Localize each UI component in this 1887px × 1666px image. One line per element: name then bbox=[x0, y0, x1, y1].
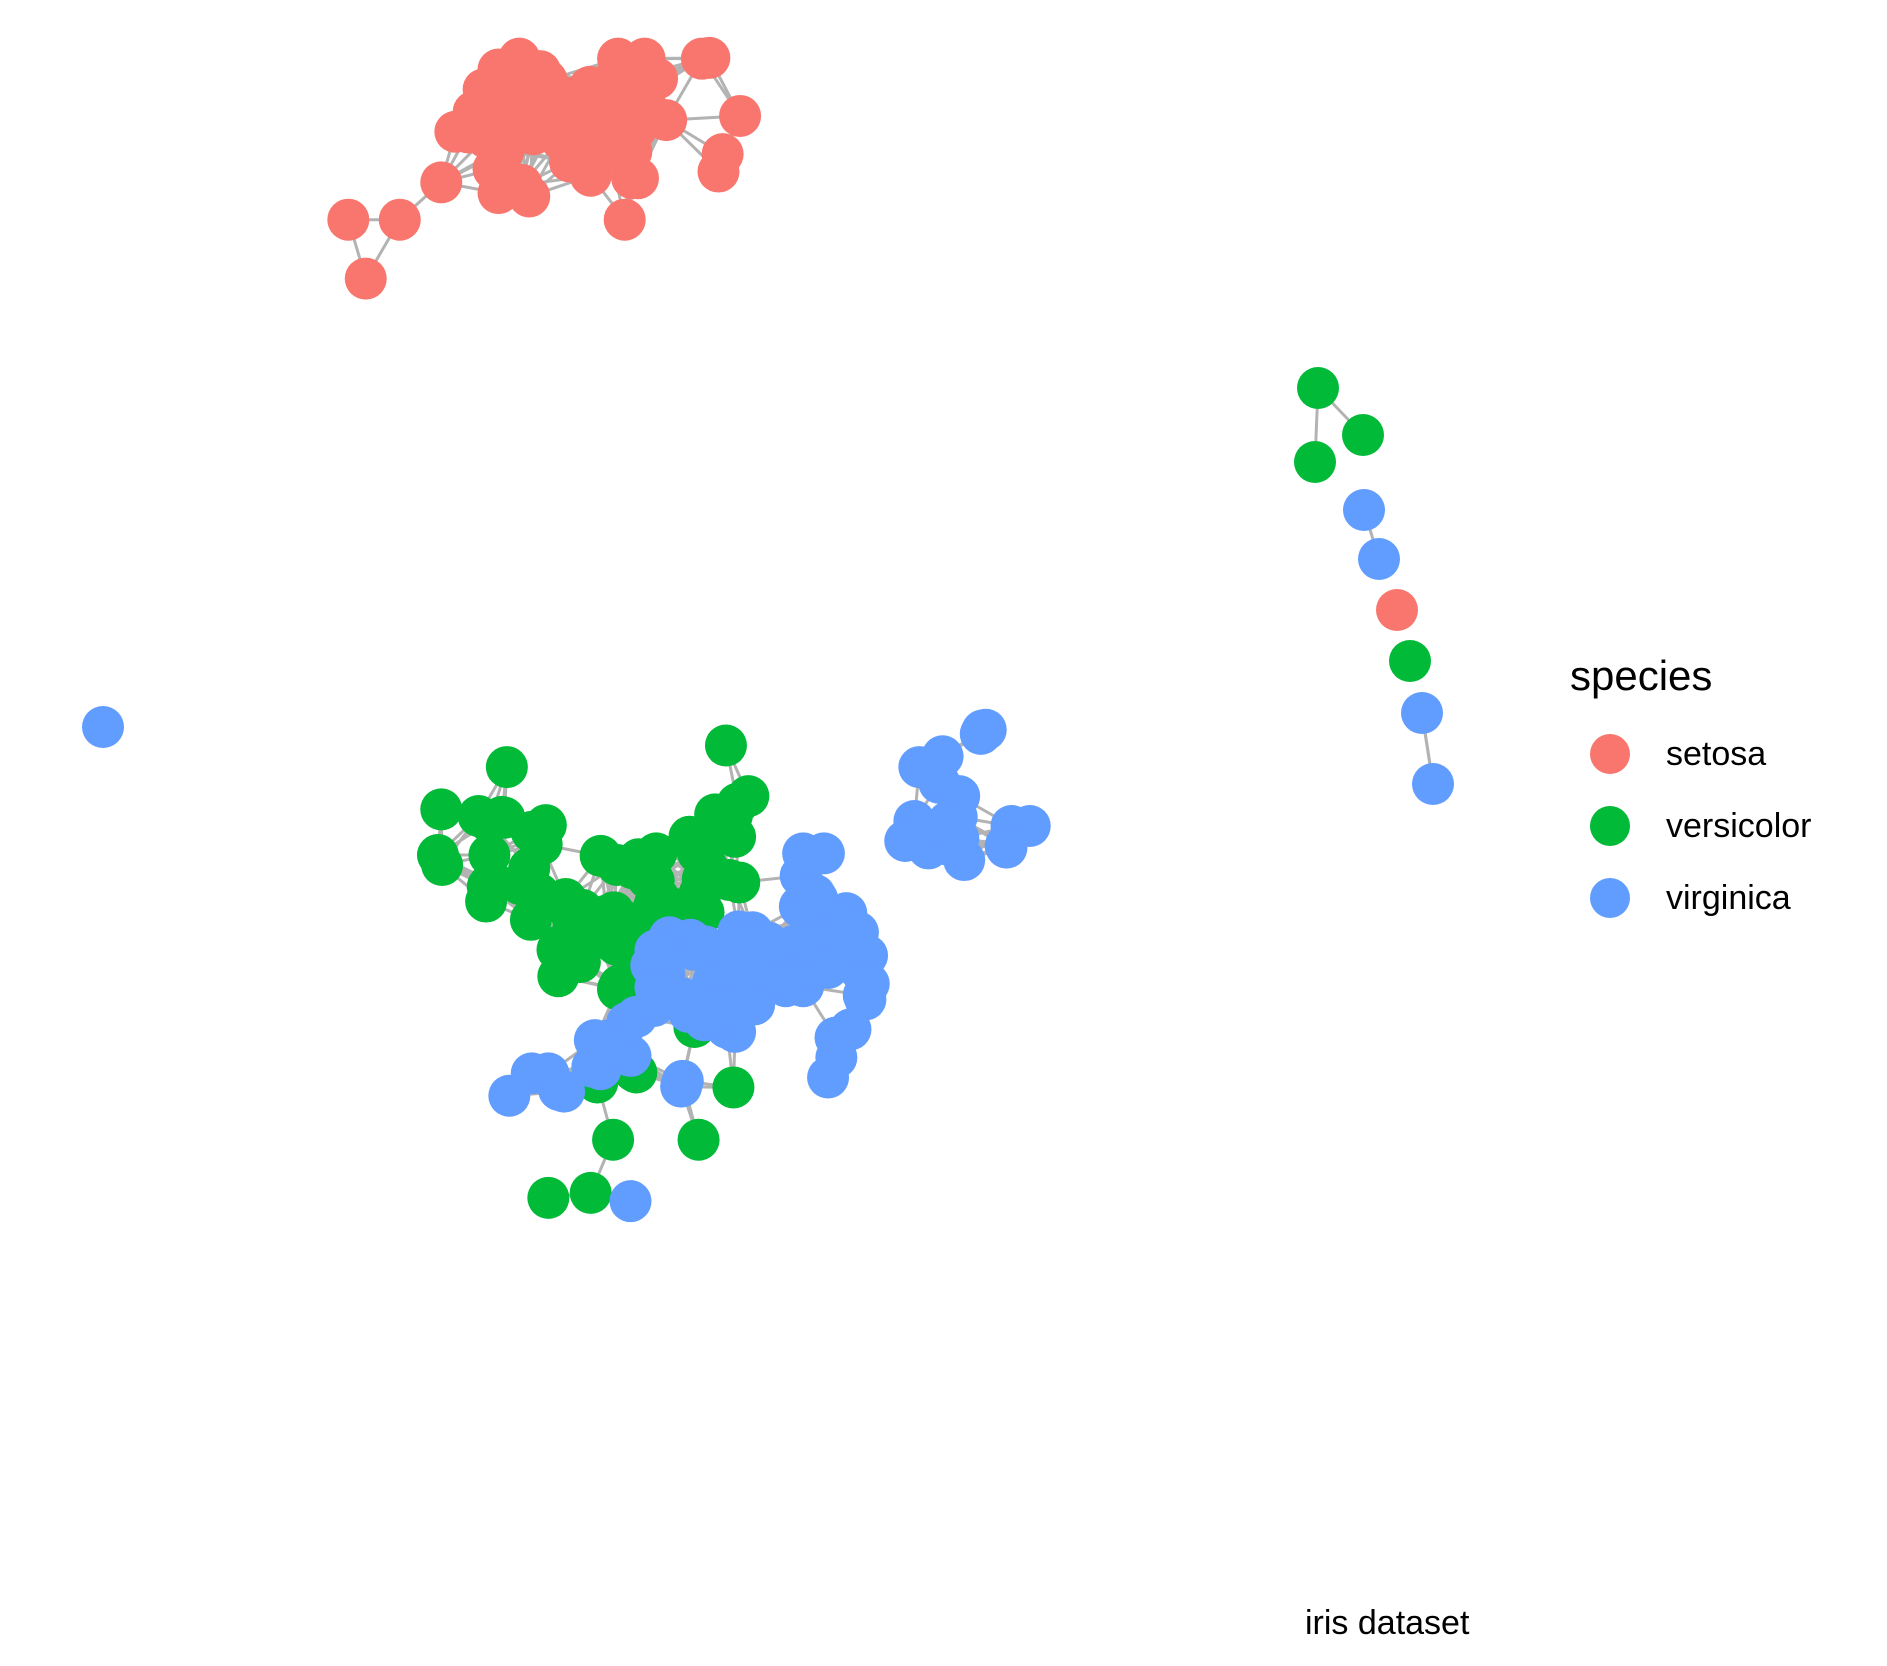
node-setosa bbox=[344, 257, 387, 300]
node-versicolor bbox=[710, 795, 753, 838]
node-virginica bbox=[807, 1056, 850, 1099]
node-versicolor bbox=[1294, 441, 1336, 483]
node-virginica bbox=[707, 985, 750, 1028]
node-versicolor bbox=[527, 1176, 570, 1219]
node-setosa bbox=[636, 57, 679, 100]
node-virginica bbox=[609, 1180, 652, 1223]
node-versicolor bbox=[712, 1066, 755, 1109]
legend-key-versicolor bbox=[1590, 806, 1630, 846]
node-versicolor bbox=[718, 861, 761, 904]
node-setosa bbox=[616, 157, 659, 200]
node-versicolor bbox=[480, 795, 523, 838]
node-versicolor bbox=[509, 898, 552, 941]
legend-title: species bbox=[1570, 652, 1713, 699]
node-versicolor bbox=[569, 1171, 612, 1214]
node-setosa bbox=[615, 107, 658, 150]
caption: iris dataset bbox=[1305, 1604, 1470, 1642]
graph-edges bbox=[346, 56, 1435, 1203]
legend-label-versicolor: versicolor bbox=[1666, 806, 1812, 845]
node-virginica bbox=[959, 712, 1002, 755]
node-versicolor bbox=[1297, 367, 1339, 409]
node-setosa bbox=[1376, 589, 1418, 631]
node-virginica bbox=[661, 1059, 704, 1102]
node-versicolor bbox=[536, 928, 579, 971]
node-setosa bbox=[434, 110, 477, 153]
legend-label-setosa: setosa bbox=[1666, 734, 1767, 773]
node-versicolor bbox=[421, 844, 464, 887]
node-virginica bbox=[1412, 763, 1454, 805]
node-versicolor bbox=[592, 891, 635, 934]
node-setosa bbox=[327, 198, 370, 241]
node-versicolor bbox=[466, 865, 509, 908]
legend: species setosa versicolor virginica bbox=[1570, 652, 1870, 934]
node-setosa bbox=[477, 172, 520, 215]
node-versicolor bbox=[561, 888, 604, 931]
legend-label-virginica: virginica bbox=[1666, 878, 1791, 917]
node-virginica bbox=[764, 965, 807, 1008]
node-virginica bbox=[937, 817, 980, 860]
graph-nodes bbox=[82, 36, 1454, 1223]
node-virginica bbox=[488, 1074, 531, 1117]
node-virginica bbox=[82, 706, 124, 748]
node-setosa bbox=[719, 94, 762, 137]
node-setosa bbox=[587, 63, 630, 106]
node-virginica bbox=[1358, 538, 1400, 580]
legend-key-setosa bbox=[1590, 734, 1630, 774]
node-versicolor bbox=[596, 844, 639, 887]
node-setosa bbox=[697, 150, 740, 193]
legend-item-virginica: virginica bbox=[1570, 862, 1870, 934]
node-versicolor bbox=[704, 724, 747, 767]
node-versicolor bbox=[677, 1118, 720, 1161]
legend-key-virginica bbox=[1590, 878, 1630, 918]
node-virginica bbox=[1401, 692, 1443, 734]
node-setosa bbox=[378, 198, 421, 241]
node-setosa bbox=[420, 161, 463, 204]
node-setosa bbox=[688, 36, 731, 79]
node-setosa bbox=[569, 154, 612, 197]
node-versicolor bbox=[1342, 414, 1384, 456]
node-virginica bbox=[684, 925, 727, 968]
node-virginica bbox=[715, 924, 758, 967]
node-versicolor bbox=[592, 1118, 635, 1161]
node-versicolor bbox=[420, 788, 463, 831]
node-virginica bbox=[796, 878, 839, 921]
node-virginica bbox=[1343, 489, 1385, 531]
node-virginica bbox=[806, 945, 849, 988]
node-setosa bbox=[552, 76, 595, 119]
node-virginica bbox=[746, 921, 789, 964]
legend-item-setosa: setosa bbox=[1570, 718, 1870, 790]
node-virginica bbox=[592, 1024, 635, 1067]
node-virginica bbox=[782, 832, 825, 875]
node-versicolor bbox=[485, 746, 528, 789]
node-versicolor bbox=[598, 964, 641, 1007]
node-virginica bbox=[538, 1068, 581, 1111]
node-versicolor bbox=[1389, 640, 1431, 682]
node-setosa bbox=[603, 198, 646, 241]
node-virginica bbox=[985, 826, 1028, 869]
node-virginica bbox=[921, 735, 964, 778]
node-virginica bbox=[634, 929, 677, 972]
node-virginica bbox=[824, 909, 867, 952]
legend-item-versicolor: versicolor bbox=[1570, 790, 1870, 862]
node-setosa bbox=[495, 92, 538, 135]
